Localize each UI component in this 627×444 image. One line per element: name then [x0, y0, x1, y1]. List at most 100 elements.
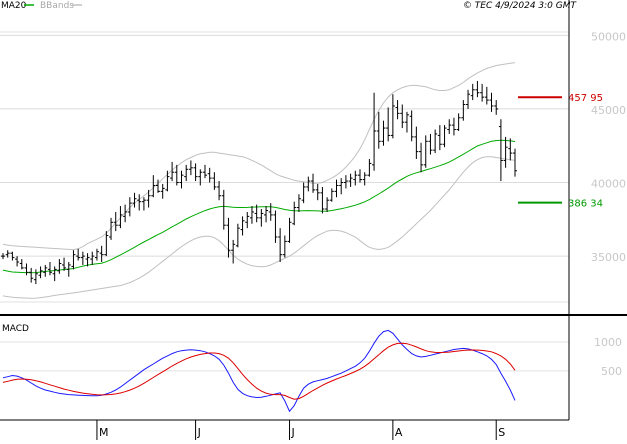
- ohlc-bar: [376, 111, 381, 149]
- ohlc-bar: [52, 266, 57, 282]
- ohlc-bar: [29, 267, 34, 283]
- ma20-line: [2, 139, 516, 274]
- ohlc-bar: [226, 217, 231, 258]
- ohlc-bar: [325, 197, 330, 212]
- ohlc-bar: [513, 148, 517, 177]
- ohlc-bar: [475, 80, 480, 98]
- ohlc-bar: [85, 253, 90, 267]
- ohlc-bar: [127, 197, 132, 217]
- ohlc-bar: [339, 178, 344, 195]
- ohlc-bar: [188, 160, 193, 176]
- ohlc-bar: [90, 251, 95, 265]
- ohlc-bar: [179, 170, 184, 189]
- ohlc-bar: [231, 239, 236, 264]
- ohlc-bar: [118, 206, 123, 229]
- ohlc-bar: [240, 216, 245, 236]
- ohlc-bar: [296, 194, 301, 212]
- ohlc-bar: [1, 253, 5, 260]
- support-level-label: 386 34: [568, 199, 603, 210]
- ohlc-bar: [329, 188, 334, 202]
- ohlc-bar: [38, 266, 43, 279]
- ohlc-bar: [367, 158, 372, 177]
- macd-line: [2, 329, 516, 413]
- ohlc-bar: [357, 169, 362, 183]
- legend-bbands-label: BBands: [40, 1, 74, 11]
- ohlc-bar: [301, 182, 306, 204]
- ohlc-bar: [202, 164, 207, 179]
- ohlc-bar: [400, 104, 405, 129]
- x-tick-label: J: [197, 426, 201, 439]
- ohlc-bar: [109, 217, 114, 240]
- ohlc-bar: [33, 269, 38, 285]
- ohlc-bar: [320, 186, 325, 214]
- ohlc-bar: [245, 211, 250, 229]
- ohlc-bar: [235, 223, 240, 248]
- y-tick-label: 45000: [591, 104, 626, 117]
- ohlc-bar: [503, 136, 508, 168]
- ohlc-bar: [451, 117, 456, 136]
- ohlc-bar: [66, 262, 71, 277]
- timestamp: © TEC 4/9/2024 3:0 GMT: [463, 1, 578, 11]
- ohlc-bar: [207, 167, 212, 183]
- ohlc-bar: [348, 173, 353, 187]
- ohlc-bar: [311, 173, 316, 193]
- ohlc-bar: [498, 119, 503, 182]
- ohlc-bar: [47, 262, 52, 276]
- ohlc-bar: [442, 125, 447, 148]
- ohlc-bar: [428, 133, 433, 155]
- ohlc-bar: [165, 170, 170, 192]
- ohlc-bar: [508, 138, 513, 161]
- ohlc-bar: [94, 248, 99, 261]
- ohlc-bar: [76, 248, 81, 261]
- ohlc-bar: [259, 209, 264, 227]
- ohlc-bar: [156, 179, 161, 193]
- ohlc-bar: [113, 211, 118, 232]
- ohlc-bar: [193, 163, 198, 182]
- ohlc-bar: [343, 175, 348, 189]
- ohlc-bar: [217, 181, 222, 201]
- ohlc-bar: [437, 125, 442, 151]
- y-tick-label: 40000: [591, 178, 626, 191]
- ohlc-bar: [480, 83, 485, 102]
- ohlc-bar: [221, 189, 226, 230]
- ohlc-bar: [334, 179, 339, 198]
- ohlc-bar: [414, 126, 419, 159]
- bb-lower-line: [2, 156, 516, 299]
- macd-label: MACD: [2, 324, 29, 334]
- ohlc-bar: [99, 245, 104, 263]
- ohlc-bar: [5, 250, 10, 258]
- ohlc-bar: [292, 201, 297, 226]
- ohlc-bar: [447, 119, 452, 134]
- ohlc-bar: [470, 83, 475, 101]
- legend-ma20-label: MA20: [1, 1, 27, 11]
- y-tick-label: 35000: [591, 251, 626, 264]
- ohlc-bar: [404, 111, 409, 133]
- ohlc-bar: [80, 251, 85, 265]
- ohlc-bar: [43, 264, 48, 277]
- ohlc-bar: [494, 100, 499, 115]
- ohlc-bar: [184, 164, 189, 182]
- ohlc-bar: [254, 204, 259, 223]
- ohlc-bar: [160, 183, 165, 199]
- ohlc-bar: [174, 164, 179, 186]
- ohlc-bar: [456, 113, 461, 132]
- ohlc-bar: [484, 86, 489, 105]
- ohlc-bar: [461, 100, 466, 121]
- ohlc-bar: [57, 259, 62, 274]
- x-tick-label: A: [395, 426, 403, 439]
- ohlc-bar: [212, 172, 217, 190]
- ohlc-bar: [137, 194, 142, 211]
- ohlc-bar: [282, 235, 287, 258]
- x-tick-label: M: [99, 426, 109, 439]
- ohlc-bar: [10, 251, 15, 261]
- ohlc-bar: [19, 259, 24, 270]
- x-tick-label: J: [291, 426, 295, 439]
- ohlc-bar: [123, 204, 128, 223]
- ohlc-bar: [24, 263, 29, 276]
- ohlc-bar: [423, 135, 428, 168]
- ohlc-bar: [362, 172, 367, 186]
- y-tick-label: 50000: [591, 30, 626, 43]
- macd-y-tick-label: 1000: [594, 336, 622, 349]
- ohlc-bar: [278, 228, 283, 263]
